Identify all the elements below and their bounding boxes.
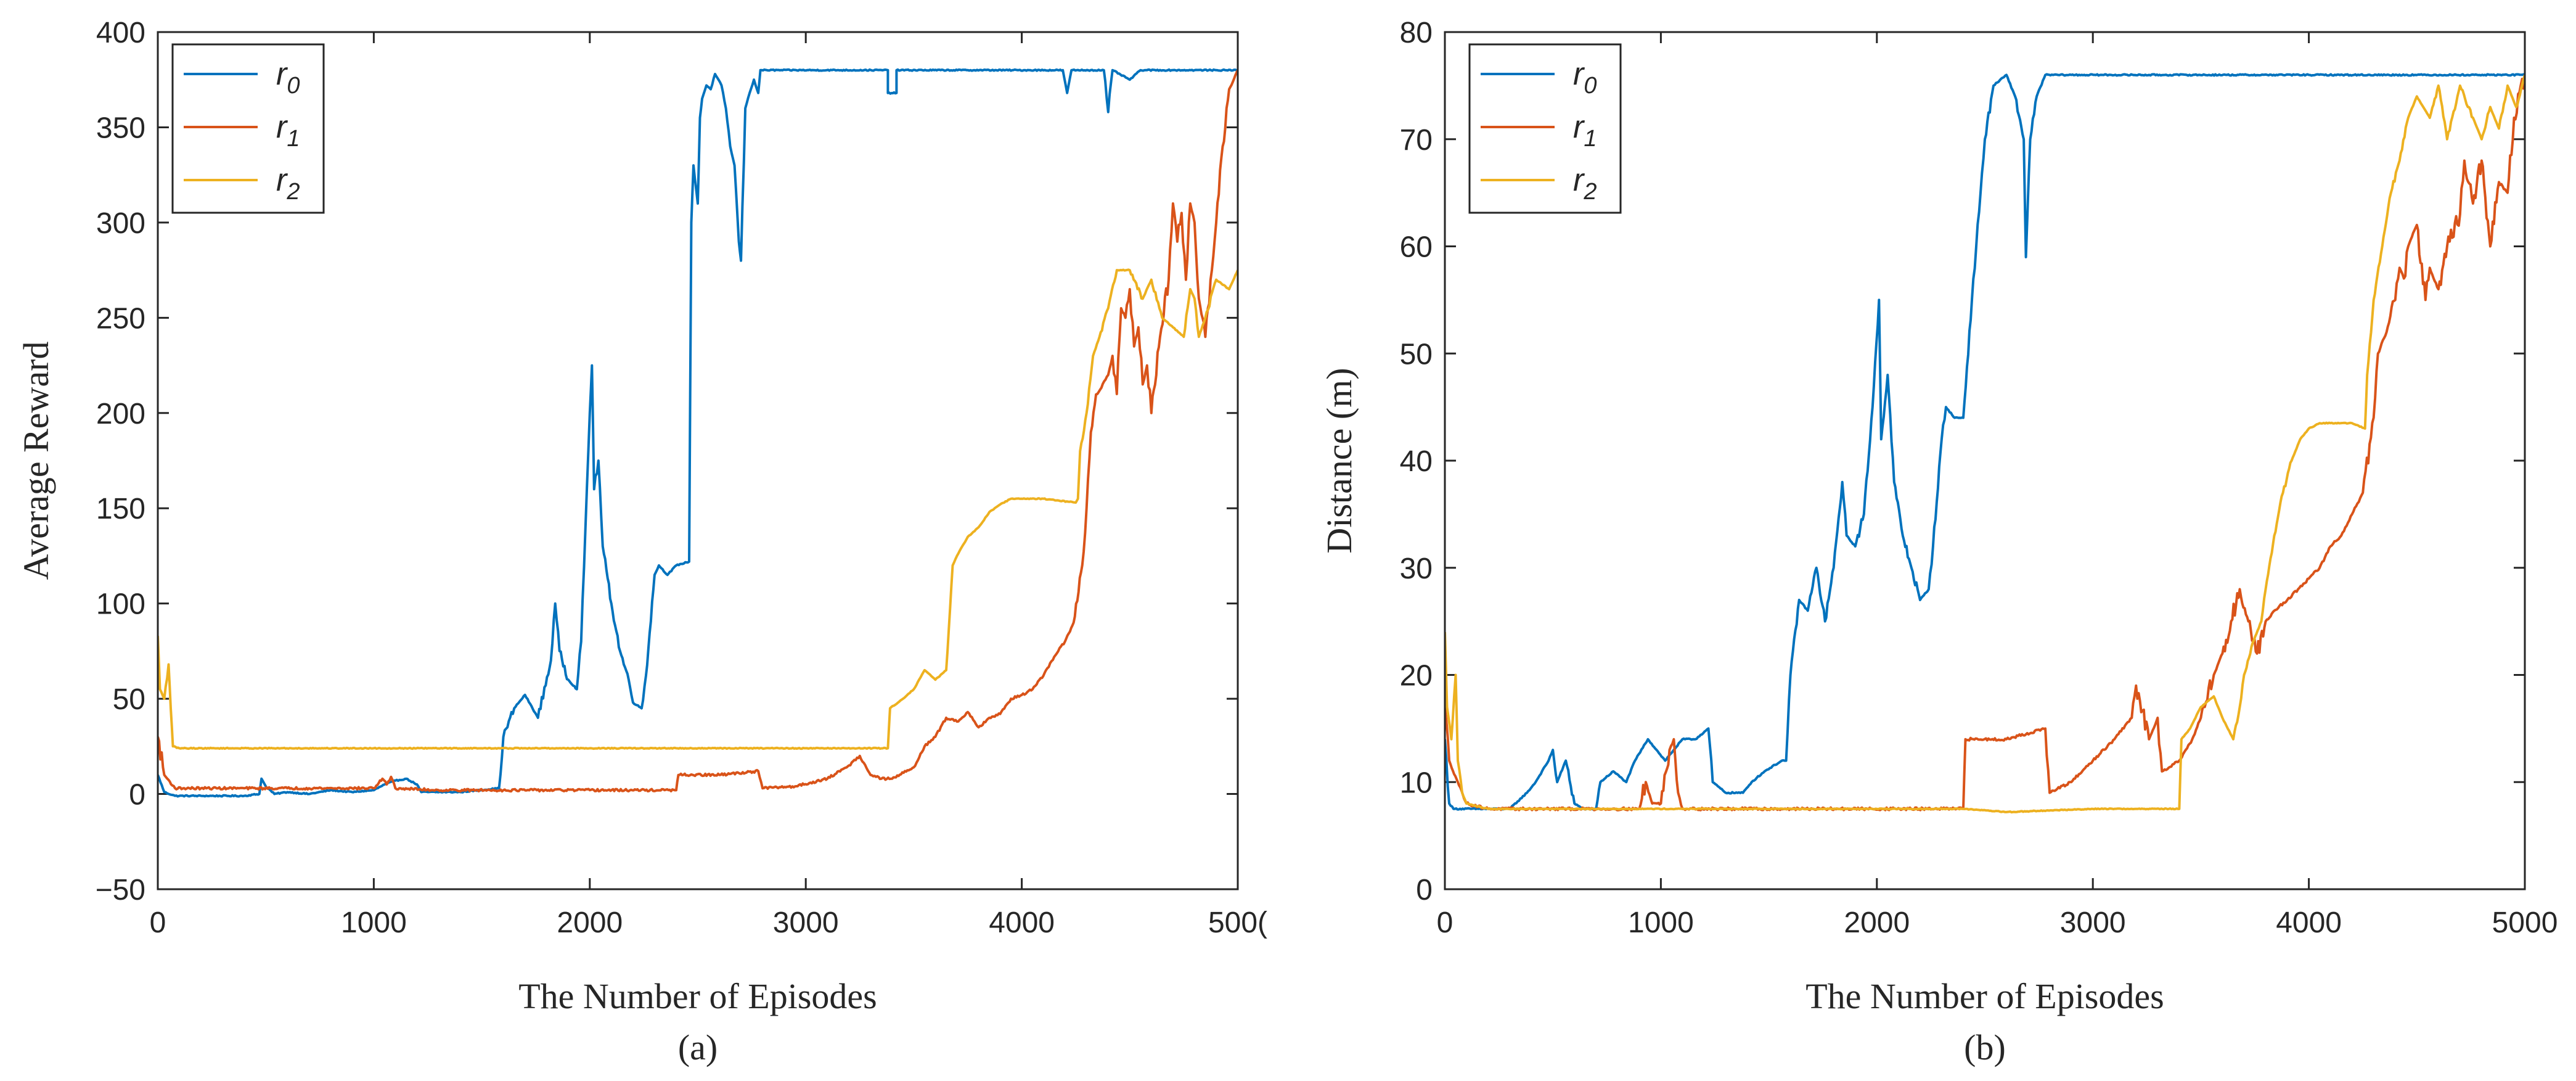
panel-a: 0 1000 2000 3000 4000 500( −50050100150200250… [16,17,1267,1067]
axes-box [1444,31,2526,890]
x-tick-label: 2000 [1844,906,1910,939]
axes-box [157,31,1239,890]
y-tick-label: 400 [96,17,145,49]
panel-label: (a) [678,1027,718,1067]
series-line-r2 [1445,74,2525,814]
y-tick-label: 50 [113,683,145,716]
legend-label-r2: r2 [1573,162,1597,205]
x-tick-labels: 0 1000 2000 3000 4000 5000 [1437,906,2558,939]
x-axis-label: The Number of Episodes [518,976,877,1016]
y-tick-label: 350 [96,112,145,144]
legend: r0 r1 r2 [171,43,325,214]
y-tick-labels: 0 10 20 30 40 50 60 70 80 [1400,17,1433,906]
y-tick-label: 300 [96,207,145,240]
y-tick-label: 20 [1400,660,1433,693]
x-tick-label: 3000 [773,906,839,939]
x-tick-label: 500( [1208,906,1267,939]
x-tick-label: 4000 [2276,906,2342,939]
legend-label-r0: r0 [1573,56,1597,99]
x-tick-label: 5000 [2492,906,2558,939]
x-tick-label: 1000 [1628,906,1694,939]
x-tick-label: 2000 [557,906,623,939]
y-tick-label: 250 [96,302,145,335]
y-tick-label: 200 [96,398,145,430]
y-axis-label: Average Reward [16,342,56,580]
y-tick-label: −50 [96,874,145,906]
y-tick-label: 100 [96,588,145,621]
series-line-r0 [158,68,1238,798]
legend-label-r1: r1 [276,109,300,152]
y-axis-label: Distance (m) [1319,368,1359,553]
y-tick-label: 0 [129,779,145,812]
x-tick-label: 1000 [341,906,407,939]
legend-label-r0: r0 [276,56,300,99]
x-tick-label: 4000 [989,906,1055,939]
legend-label-r2: r2 [276,162,300,205]
x-axis-label: The Number of Episodes [1805,976,2164,1016]
series-line-r2 [158,268,1238,750]
y-tick-label: 150 [96,493,145,525]
x-tick-label: 0 [1437,906,1454,939]
legend-label-r1: r1 [1573,109,1597,152]
plot-area [1445,32,2525,889]
y-tick-label: 0 [1416,874,1433,906]
y-tick-label: 10 [1400,767,1433,799]
y-tick-label: 70 [1400,124,1433,157]
series-lines [158,68,1238,798]
y-tick-label: 30 [1400,553,1433,585]
series-lines [1445,73,2525,814]
series-line-r1 [158,69,1238,793]
y-tick-labels: −50 0 50 100 150 200 250 300 350 400 [96,17,145,906]
x-tick-label: 3000 [2060,906,2126,939]
legend-box [1468,43,1622,214]
y-tick-label: 60 [1400,231,1433,264]
legend: r0 r1 r2 [1468,43,1622,214]
panel-b: 0 1000 2000 3000 4000 5000 01020304050607080 … [1319,17,2558,1067]
series-line-r0 [1445,73,2525,811]
y-tick-label: 50 [1400,338,1433,371]
x-tick-label: 0 [150,906,166,939]
legend-box [171,43,325,214]
y-tick-label: 80 [1400,17,1433,49]
x-tick-labels: 0 1000 2000 3000 4000 500( [150,906,1267,939]
panel-label: (b) [1964,1027,2006,1067]
y-tick-label: 40 [1400,445,1433,478]
